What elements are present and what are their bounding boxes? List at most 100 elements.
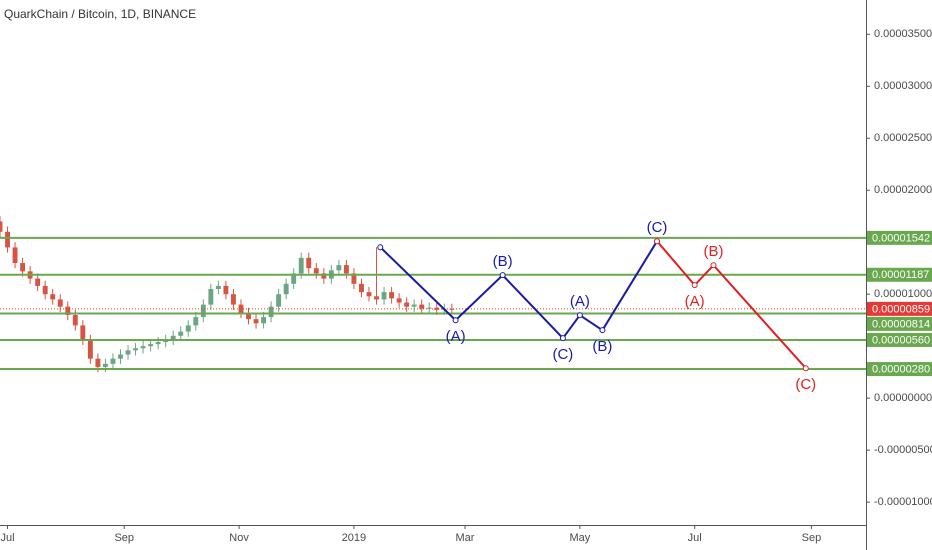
price-label: 0.00000814 [872,318,930,330]
candle-body [268,306,274,318]
price-label-box [867,332,932,347]
price-label: 0.00001187 [872,269,929,281]
candle-body [5,231,10,248]
y-tick-label: 0.00002500 [874,132,932,144]
candle-body [80,325,86,340]
candle-body [306,257,312,269]
candle-body [381,292,387,300]
wave-point [377,244,384,251]
candle-body [246,312,251,320]
candle-body [223,285,229,295]
candle-body [42,285,48,295]
candle-body [57,299,63,307]
y-tick-label: 0.00001000 [874,288,932,300]
price-label-box [867,362,932,377]
wave-label: (B) [493,253,513,270]
price-label: 0.00000560 [872,334,930,346]
wave-point [452,317,459,324]
wave-point [559,335,566,342]
candle-body [118,354,123,359]
candle-body [291,273,297,284]
candle-body [261,317,267,324]
y-tick-label: -0.00000500 [874,444,932,456]
wave-point [599,327,606,334]
candle-body [140,346,146,349]
price-label-box [867,301,932,316]
candle-body [404,302,410,307]
candle-body [351,273,357,284]
x-tick-label: Mar [456,532,475,544]
candle-body [50,294,56,300]
candle-body [313,268,319,274]
candle-body [170,335,176,340]
price-label-box [867,267,932,282]
wave-label: (A) [685,293,705,310]
candle-body [12,247,18,264]
wave-point [802,365,809,372]
x-tick-label: Jul [0,532,14,544]
candle-body [449,308,455,310]
wave-label: (B) [704,243,724,260]
candle-body [0,221,3,232]
wave-point [576,312,583,319]
candle-body [396,298,402,303]
candle-body [125,350,131,355]
wave-label: (C) [647,219,668,236]
candle-body [215,285,221,290]
candle-body [230,294,236,305]
candle-body [208,289,214,305]
y-tick-label: 0.00002000 [874,184,932,196]
candle-body [133,348,138,351]
candle-body [389,292,395,299]
x-tick-label: Sep [114,532,134,544]
candle-body [178,331,184,336]
candle-body [20,263,26,272]
candle-body [359,283,364,293]
candle-body [65,306,71,315]
wave-point [710,262,717,269]
candle-body [95,358,101,367]
wave-label: (C) [795,376,816,393]
candle-body [163,339,169,343]
candle-body [102,363,108,367]
candle-body [276,294,282,307]
candle-body [298,257,304,274]
chart-title: QuarkChain / Bitcoin, 1D, BINANCE [4,7,196,21]
candle-body [87,339,93,359]
candle-body [253,319,259,324]
wave-label: (A) [446,328,466,345]
candle-body [193,317,199,326]
candle-body [200,304,206,318]
candle-body [35,278,41,286]
price-label-box [867,316,932,331]
x-tick-label: Nov [229,532,249,544]
wave-point [499,272,506,279]
x-tick-label: May [569,532,590,544]
candle-body [434,307,440,310]
price-label: 0.00001542 [872,232,930,244]
wave-label: (C) [552,346,573,363]
candle-body [343,265,349,274]
candle-body [366,292,372,297]
wave-point [691,282,698,289]
candle-body [321,273,327,279]
y-tick-label: 0.00003500 [874,28,932,40]
candle-body [110,358,116,364]
x-tick-label: Sep [802,532,822,544]
wave-line [656,240,807,369]
candle-body [419,304,425,309]
x-tick-label: Jul [688,532,702,544]
candle-body [72,315,78,326]
x-tick-label: 2019 [342,532,366,544]
candle-body [155,342,161,345]
y-tick-label: -0.00001000 [874,496,932,508]
wave-point [654,238,661,245]
candle-body [411,304,417,307]
candle-body [185,325,191,332]
candle-body [148,344,154,347]
candle-body [336,265,342,271]
candle-body [426,307,432,309]
y-tick-label: 0.00003000 [874,80,932,92]
candle-body [374,296,379,300]
